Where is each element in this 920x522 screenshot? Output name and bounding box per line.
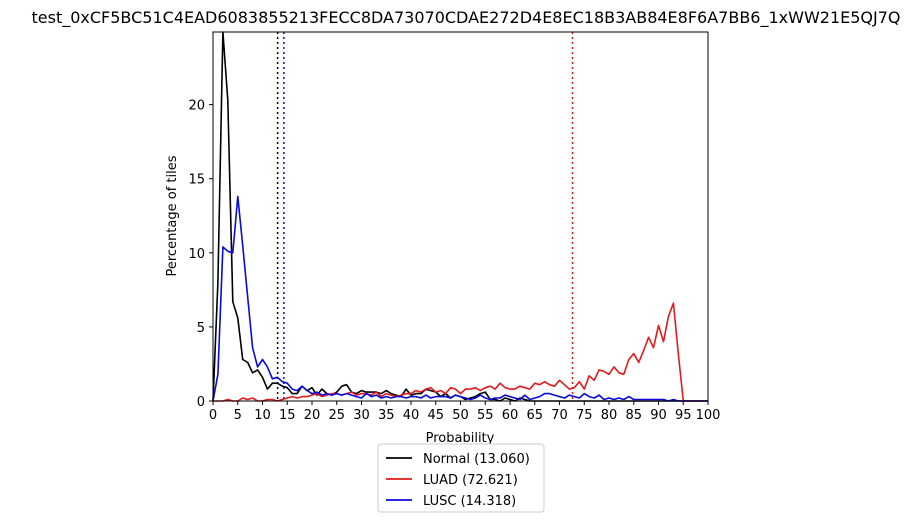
- x-tick-label: 45: [427, 408, 444, 423]
- legend-box: [377, 443, 545, 513]
- x-tick-label: 20: [304, 408, 321, 423]
- x-axis: 0 5 10 15 20 25 30 35 40 45 50 55 60 65 70 75 80 85 90 95 10…: [209, 401, 721, 423]
- x-tick-label: 80: [601, 408, 618, 423]
- x-tick-label: 90: [650, 408, 667, 423]
- x-tick-label: 30: [353, 408, 370, 423]
- y-tick-label: 0: [197, 395, 205, 410]
- axes-frame: [212, 31, 709, 402]
- y-tick-label: 5: [197, 321, 205, 336]
- x-tick-label: 100: [696, 408, 721, 423]
- chart-title: test_0xCF5BC51C4EAD6083855213FECC8DA7307…: [31, 8, 900, 28]
- y-tick-label: 10: [188, 247, 205, 262]
- x-tick-label: 75: [576, 408, 593, 423]
- y-axis: 0 5 10 15 20: [188, 99, 213, 410]
- x-tick-label: 35: [378, 408, 395, 423]
- x-tick-label: 95: [675, 408, 692, 423]
- x-tick-label: 50: [452, 408, 469, 423]
- legend-label-2: LUSC (14.318): [423, 494, 516, 509]
- x-tick-label: 85: [625, 408, 642, 423]
- x-tick-label: 40: [403, 408, 420, 423]
- x-tick-label: 10: [254, 408, 271, 423]
- series-line-2: [212, 195, 708, 402]
- x-tick-label: 60: [502, 408, 519, 423]
- plot-area: [212, 31, 708, 402]
- legend-label-1: LUAD (72.621): [423, 473, 518, 488]
- series-line-0: [212, 31, 708, 402]
- y-tick-label: 15: [188, 173, 205, 188]
- y-axis-label: Percentage of tiles: [165, 155, 180, 276]
- legend-label-0: Normal (13.060): [423, 452, 530, 467]
- x-tick-label: 5: [234, 408, 242, 423]
- x-tick-label: 70: [551, 408, 568, 423]
- x-tick-label: 55: [477, 408, 494, 423]
- x-tick-label: 25: [328, 408, 345, 423]
- x-axis-label: Probability: [426, 431, 495, 446]
- series-line-1: [213, 302, 708, 402]
- y-tick-label: 20: [188, 99, 205, 114]
- x-tick-label: 0: [209, 408, 217, 423]
- x-tick-label: 15: [279, 408, 296, 423]
- x-tick-label: 65: [526, 408, 543, 423]
- legend: Normal (13.060) LUAD (72.621) LUSC (14.318…: [377, 443, 545, 513]
